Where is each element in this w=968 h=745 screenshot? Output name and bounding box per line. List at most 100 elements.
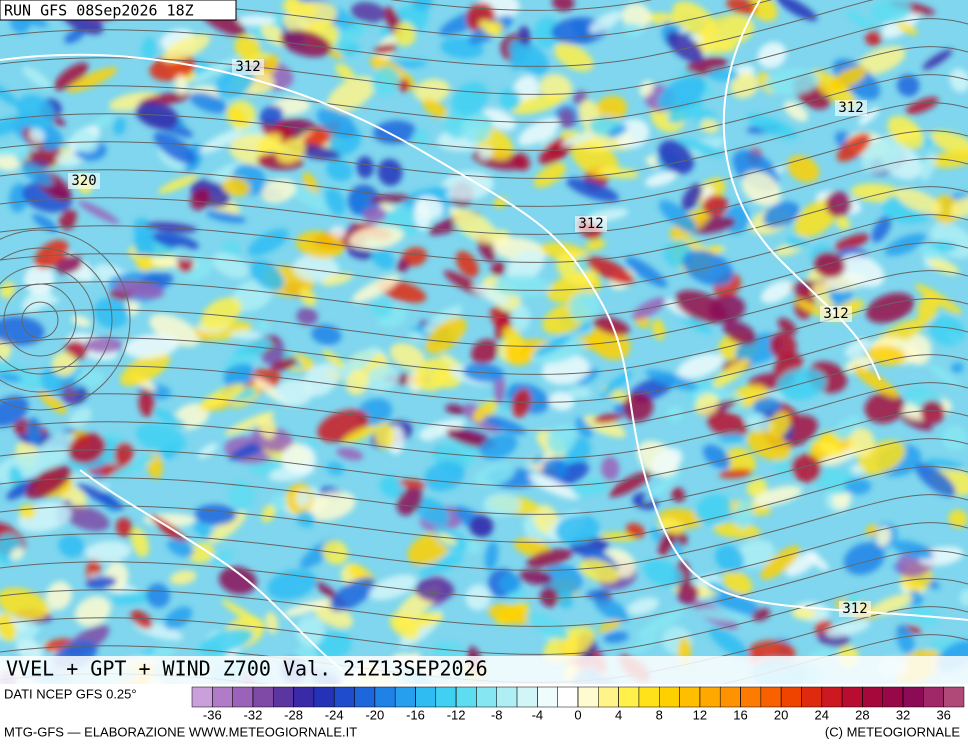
contour <box>722 0 881 381</box>
vvel-cell <box>897 74 920 97</box>
vvel-cell <box>719 468 753 479</box>
vvel-cell <box>415 195 444 219</box>
vvel-cell <box>199 383 246 410</box>
vvel-cell <box>345 370 369 396</box>
vvel-cell <box>906 590 924 607</box>
colorbar-swatch <box>638 686 660 708</box>
colorbar-swatch <box>374 686 396 708</box>
vvel-cell <box>223 363 254 388</box>
contour-label: 312 <box>838 100 863 116</box>
vvel-cell <box>133 232 155 260</box>
gpt-contours <box>0 0 968 684</box>
vvel-cell <box>45 581 73 611</box>
vvel-cell <box>285 0 299 9</box>
vvel-cell <box>870 594 913 616</box>
vvel-cell <box>825 191 852 218</box>
vvel-cell <box>326 159 353 182</box>
vvel-cell <box>473 463 515 487</box>
vvel-cell <box>714 544 745 573</box>
vvel-cell <box>601 456 620 481</box>
vvel-cell <box>236 15 277 26</box>
vvel-cell <box>829 66 867 91</box>
vvel-cell <box>356 156 374 179</box>
vvel-cell <box>162 33 211 63</box>
header-box <box>0 0 237 21</box>
vvel-cell <box>270 357 298 371</box>
vvel-cell <box>334 347 379 381</box>
vvel-cell <box>579 558 620 583</box>
vvel-cell <box>784 100 809 122</box>
colorbar-tick-label: -4 <box>532 707 544 722</box>
vvel-cell <box>741 171 781 207</box>
vvel-cell <box>762 201 800 228</box>
vvel-cell <box>707 411 748 438</box>
vvel-cell <box>775 0 818 22</box>
vvel-cell <box>469 514 494 538</box>
vvel-cell <box>440 170 494 201</box>
vvel-cell <box>713 522 761 539</box>
vvel-cell <box>16 94 55 129</box>
vvel-cell <box>85 576 117 589</box>
colorbar-tick-label: 0 <box>574 707 581 722</box>
vvel-cell <box>752 397 782 415</box>
vvel-cell <box>942 425 968 451</box>
vvel-cell <box>551 0 575 12</box>
vvel-cell <box>478 147 493 160</box>
colorbar-swatch <box>719 686 741 708</box>
vvel-cell <box>369 574 417 601</box>
vvel-cell <box>189 92 227 114</box>
vvel-cell <box>569 291 600 323</box>
vvel-cell <box>138 387 155 418</box>
colorbar-swatch <box>354 686 376 708</box>
vvel-cell <box>0 116 29 137</box>
colorbar-swatch <box>801 686 823 708</box>
vvel-cell <box>478 19 501 37</box>
vvel-cell <box>379 476 405 498</box>
colorbar-tick-label: 28 <box>855 707 869 722</box>
vvel-cell <box>414 78 451 103</box>
vvel-cell <box>234 343 277 355</box>
vvel-cell <box>228 480 255 510</box>
contour <box>0 53 968 621</box>
vvel-cell <box>785 236 809 249</box>
vvel-cell <box>643 471 681 503</box>
streamline <box>0 0 874 67</box>
vvel-cell <box>335 63 355 82</box>
vvel-cell <box>658 200 698 233</box>
colorbar-tick-label: 16 <box>733 707 747 722</box>
streamline <box>0 242 968 319</box>
vvel-cell <box>362 206 387 224</box>
vvel-cell <box>0 150 20 172</box>
vvel-cell <box>643 559 683 588</box>
vvel-cell <box>510 93 565 115</box>
contour-label: 312 <box>578 216 603 232</box>
vvel-cell <box>221 599 265 628</box>
colorbar-swatch <box>293 686 315 708</box>
vvel-cell <box>437 533 457 546</box>
vvel-cell <box>0 372 22 382</box>
vvel-cell <box>681 183 703 211</box>
vvel-cell <box>271 494 287 511</box>
vvel-cell <box>0 395 29 427</box>
vvel-cell <box>114 279 165 299</box>
vvel-cell <box>948 509 968 528</box>
vvel-cell <box>915 463 956 497</box>
vvel-cell <box>850 464 865 475</box>
vvel-cell <box>920 400 945 425</box>
streamline <box>0 247 113 393</box>
vvel-cell <box>377 158 403 186</box>
vvel-cell <box>746 478 768 498</box>
contour-label: 312 <box>235 59 260 75</box>
vvel-cell <box>64 27 86 44</box>
streamline <box>0 466 968 543</box>
vvel-cell <box>666 405 684 422</box>
vvel-cell <box>709 627 751 660</box>
vvel-cell <box>866 292 915 324</box>
colorbar-swatch <box>862 686 883 708</box>
vvel-cell <box>502 326 524 351</box>
vvel-cell <box>745 415 776 433</box>
vvel-cell <box>28 127 45 144</box>
vvel-cell <box>452 209 498 244</box>
vvel-cell <box>825 620 871 637</box>
vvel-cell <box>769 331 797 360</box>
